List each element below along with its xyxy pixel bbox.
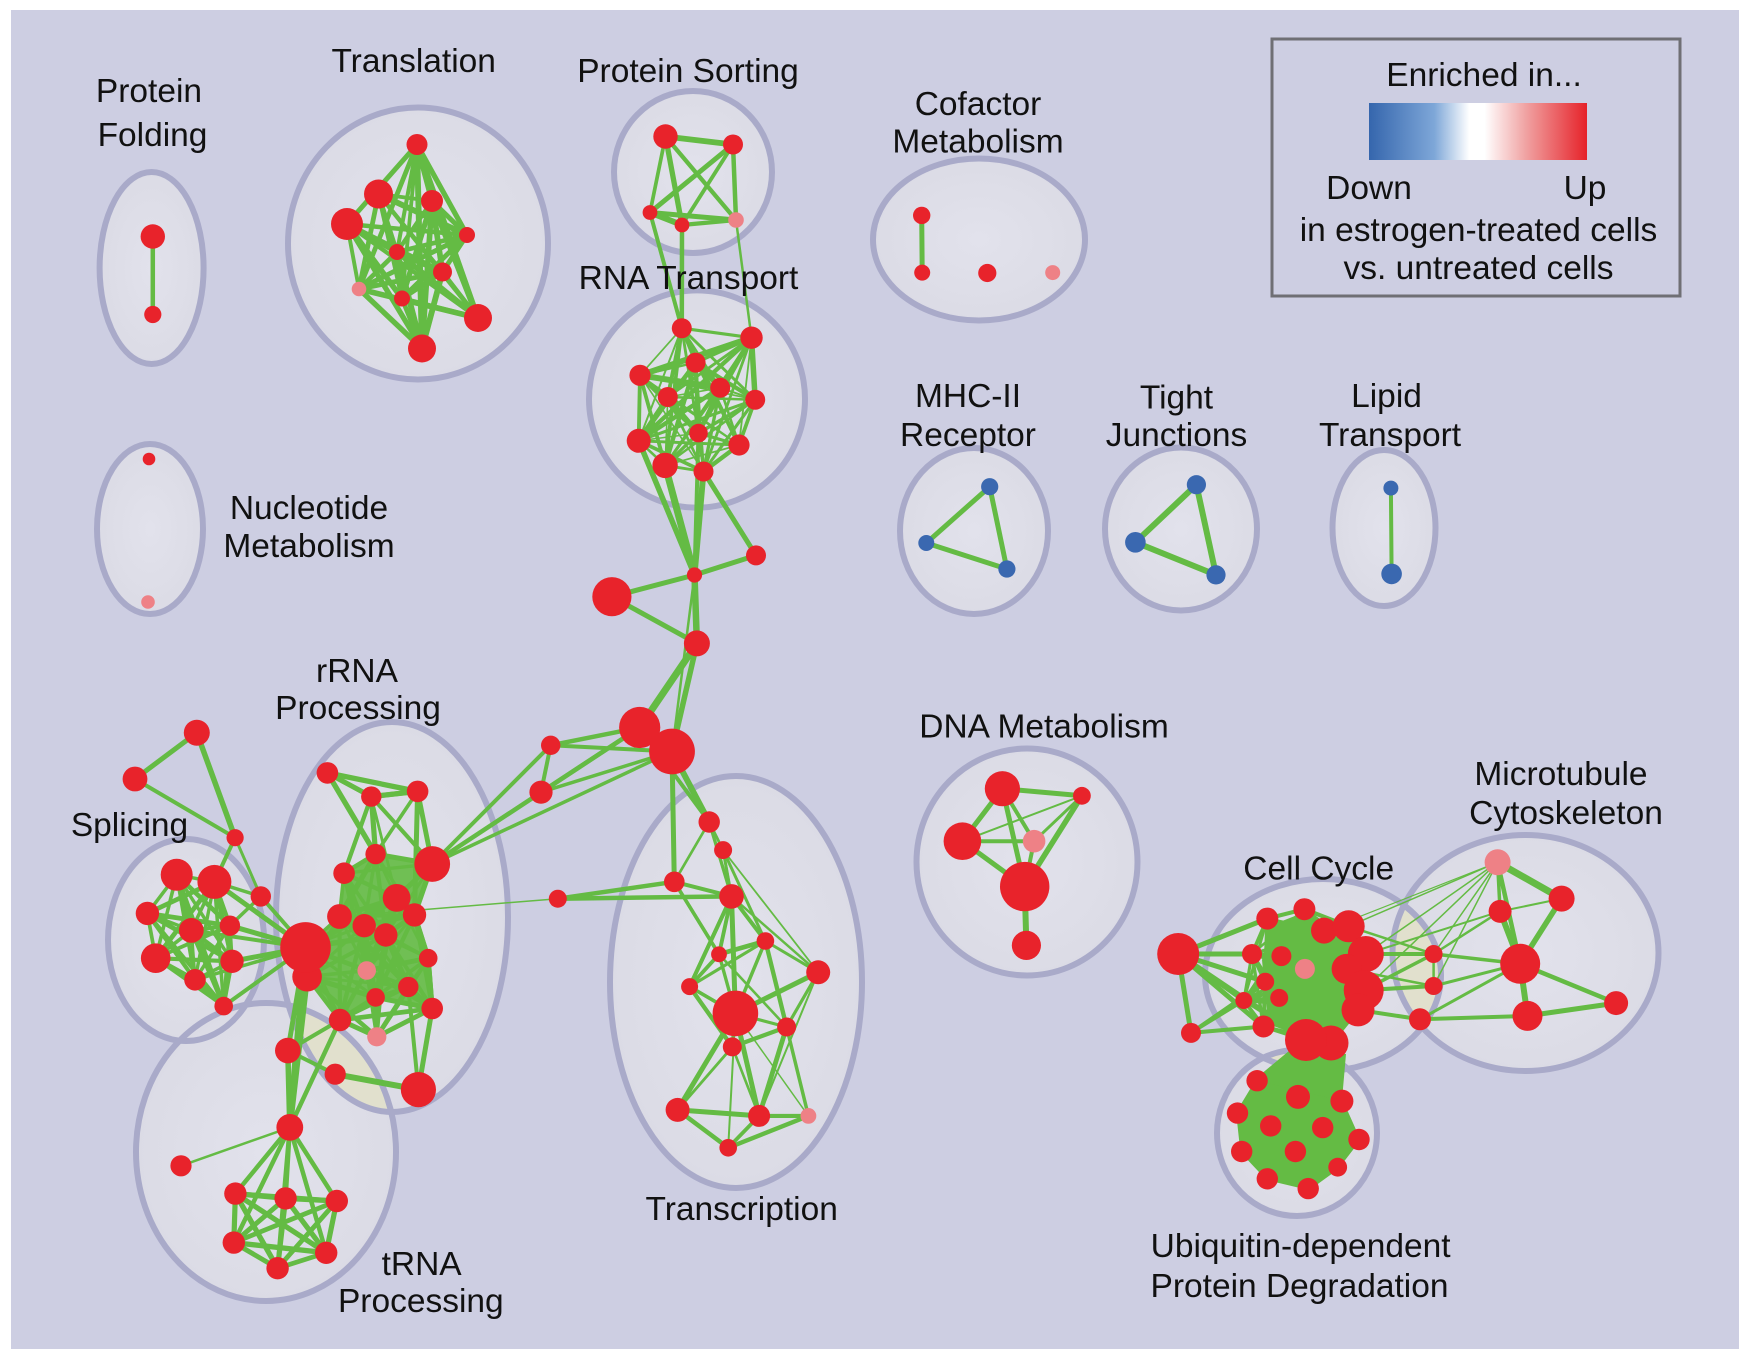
svg-text:Metabolism: Metabolism bbox=[892, 124, 1063, 161]
svg-text:Protein: Protein bbox=[96, 73, 202, 110]
svg-text:Transcription: Transcription bbox=[646, 1191, 838, 1228]
svg-text:DNA Metabolism: DNA Metabolism bbox=[919, 709, 1168, 746]
svg-text:Cofactor: Cofactor bbox=[915, 86, 1042, 123]
svg-text:Enriched in...: Enriched in... bbox=[1386, 57, 1582, 94]
svg-text:MHC-II: MHC-II bbox=[915, 378, 1021, 415]
svg-text:Up: Up bbox=[1564, 170, 1607, 207]
svg-text:Folding: Folding bbox=[98, 117, 208, 154]
svg-text:tRNA: tRNA bbox=[382, 1246, 463, 1283]
svg-text:Translation: Translation bbox=[331, 43, 495, 80]
svg-text:Junctions: Junctions bbox=[1106, 417, 1248, 454]
svg-text:Processing: Processing bbox=[275, 690, 441, 727]
svg-text:Microtubule: Microtubule bbox=[1474, 756, 1647, 793]
svg-text:Receptor: Receptor bbox=[900, 417, 1036, 454]
svg-text:Tight: Tight bbox=[1140, 380, 1214, 417]
svg-text:Transport: Transport bbox=[1319, 417, 1462, 454]
svg-text:Ubiquitin-dependent: Ubiquitin-dependent bbox=[1151, 1228, 1452, 1265]
svg-text:Lipid: Lipid bbox=[1351, 378, 1422, 415]
svg-text:Protein Degradation: Protein Degradation bbox=[1151, 1268, 1449, 1305]
svg-text:in estrogen-treated cells: in estrogen-treated cells bbox=[1300, 212, 1658, 249]
svg-text:Processing: Processing bbox=[338, 1283, 504, 1320]
svg-text:Protein Sorting: Protein Sorting bbox=[577, 53, 799, 90]
svg-text:rRNA: rRNA bbox=[316, 653, 399, 690]
svg-text:Metabolism: Metabolism bbox=[223, 528, 394, 565]
svg-text:RNA Transport: RNA Transport bbox=[579, 260, 799, 297]
svg-text:Splicing: Splicing bbox=[71, 807, 188, 844]
svg-text:Cytoskeleton: Cytoskeleton bbox=[1469, 795, 1663, 832]
svg-text:Down: Down bbox=[1326, 170, 1412, 207]
svg-text:Cell Cycle: Cell Cycle bbox=[1243, 851, 1394, 888]
svg-text:Nucleotide: Nucleotide bbox=[230, 490, 388, 527]
svg-text:vs. untreated cells: vs. untreated cells bbox=[1344, 250, 1614, 287]
